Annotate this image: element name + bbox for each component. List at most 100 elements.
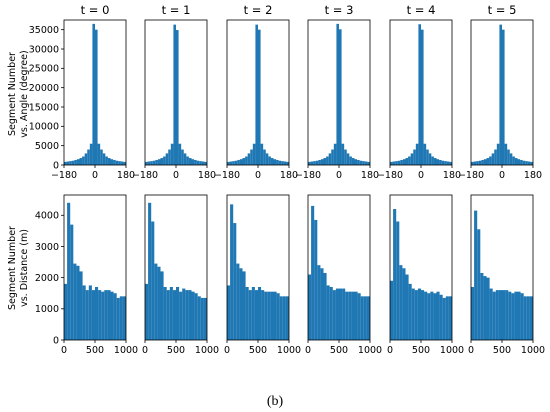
histogram-bar [473,161,477,165]
histogram-bar [476,161,479,165]
histogram-bar [326,285,330,340]
histogram-bar [427,293,431,340]
histogram-bar [200,297,204,340]
y-tick-label: 1000 [35,304,59,315]
histogram-bar [344,149,347,165]
histogram-bar [67,202,71,340]
histogram-bar [418,24,421,165]
histogram-bar [155,159,158,165]
histogram-bar [239,268,243,340]
x-tick-label: 500 [167,345,185,356]
histogram-bar [486,158,490,165]
histogram-bar [423,143,427,165]
histogram-bar [520,293,524,340]
histogram-bar [511,293,515,340]
x-tick-label: −180 [51,170,77,181]
x-tick-label: 0 [499,170,505,181]
histogram-bar [525,161,528,165]
histogram-bar [351,291,355,340]
histogram-bar [178,143,182,165]
histogram-bar [336,23,339,166]
histogram-bar [173,24,176,165]
histogram-bar [335,288,339,340]
histogram-bar [509,153,513,165]
row-0-label-line-1: Segment Number [7,52,18,136]
histogram-bar [426,149,429,165]
histogram-bar [486,277,490,340]
histogram-bar [323,272,327,340]
histogram-bar [354,159,358,165]
histogram-bar [87,149,90,165]
y-tick-label: 35000 [29,25,59,36]
histogram-bar [283,161,287,165]
row-0-label-line-2: vs. Angle (degree) [19,50,30,137]
histogram-bar [120,161,124,165]
histogram-bar [399,265,403,340]
histogram-bar [201,161,205,165]
histogram-bar [390,161,393,165]
histogram-bar [411,288,415,340]
histogram-bar [245,156,248,165]
x-tick-label: 0 [336,170,342,181]
histogram-bar [110,291,114,340]
histogram-bar [260,143,264,165]
histogram-bar [346,153,350,165]
histogram-bar [248,290,252,340]
histogram-bar [520,159,523,165]
histogram-bar [64,161,67,165]
histogram-bar [276,293,280,340]
x-tick-label: 0 [255,170,261,181]
histogram-bar [267,291,271,340]
histogram-bar [188,158,192,165]
histogram-bar [527,161,531,165]
x-tick-label: 500 [330,345,348,356]
histogram-bar [176,286,180,340]
histogram-bar [405,274,409,340]
histogram-bar [232,161,235,165]
histogram-bar [433,293,437,340]
histogram-bar [147,161,151,165]
histogram-bar [64,283,68,340]
histogram-bar [402,159,406,165]
histogram-bar [154,263,158,340]
histogram-bar [182,288,186,340]
histogram-bar [421,290,425,340]
histogram-bar [505,290,509,340]
histogram-bar [163,286,167,340]
histogram-bar [499,24,502,165]
histogram-bar [268,156,271,165]
figure-caption: (b) [267,394,284,409]
x-tick-label: 1000 [358,345,382,356]
histogram-bar [100,149,103,165]
histogram-bar [113,293,117,340]
x-tick-label: 500 [249,345,267,356]
histogram-bar [152,160,156,165]
histogram-bar [204,161,207,165]
histogram-bar [242,271,246,340]
histogram-bar [242,158,246,165]
histogram-bar [197,296,201,340]
histogram-bar [512,156,515,165]
x-tick-label: 0 [224,345,230,356]
histogram-bar [73,263,77,340]
panel-r1-c5: 0 500 1000 [468,194,545,356]
histogram-bar [185,290,189,340]
histogram-bar [342,288,346,340]
histogram-bar [105,156,108,165]
histogram-bar [351,158,355,165]
histogram-bar [98,290,102,340]
histogram-bar [281,161,284,165]
y-tick-label: 25000 [29,64,59,75]
histogram-bar [314,219,318,340]
histogram-bar [308,274,312,340]
y-tick-label: 10000 [29,122,59,133]
histogram-bar [194,159,197,165]
histogram-bar [236,263,240,340]
histogram-bar [348,291,352,340]
histogram-bar [237,159,240,165]
histogram-bar [449,161,452,165]
histogram-bar [442,297,446,340]
histogram-bar [400,159,403,165]
histogram-bar [415,143,419,165]
